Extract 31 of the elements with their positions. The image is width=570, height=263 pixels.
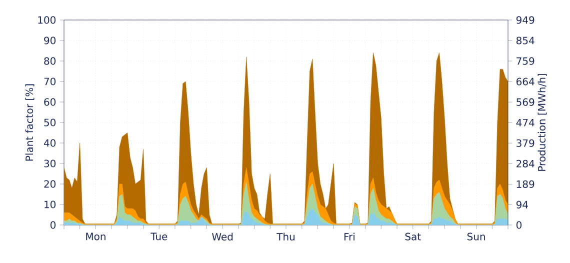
- y2-axis-title: Production [MWh/h]: [538, 74, 547, 171]
- x-tick-label: Fri: [344, 232, 354, 240]
- y-axis-title: Plant factor [%]: [25, 84, 34, 161]
- x-tick-label: Sun: [467, 232, 485, 240]
- y-tick-label: 50: [44, 118, 56, 126]
- y-tick-label: 80: [44, 57, 56, 65]
- y2-tick-label: 569: [516, 98, 534, 106]
- x-tick-label: Tue: [150, 232, 168, 240]
- y2-tick-label: 0: [516, 221, 522, 229]
- y2-tick-label: 664: [516, 78, 534, 86]
- y-tick-label: 90: [44, 36, 56, 44]
- y-tick-label: 100: [38, 16, 56, 24]
- y-tick-label: 30: [44, 160, 56, 168]
- y-tick-label: 70: [44, 78, 56, 86]
- y2-tick-label: 759: [516, 57, 534, 65]
- y2-tick-label: 94: [516, 200, 528, 208]
- x-tick-label: Thu: [276, 232, 294, 241]
- y-tick-label: 60: [44, 98, 56, 106]
- y2-tick-label: 284: [516, 160, 534, 168]
- x-tick-label: Mon: [86, 232, 106, 240]
- y2-tick-label: 189: [516, 180, 534, 188]
- y2-tick-label: 854: [516, 36, 534, 44]
- y-tick-label: 0: [50, 221, 56, 229]
- y-tick-label: 40: [44, 139, 56, 147]
- y-tick-label: 20: [44, 180, 56, 188]
- x-tick-label: Wed: [212, 232, 233, 241]
- y2-tick-label: 379: [516, 139, 534, 147]
- x-tick-label: Sat: [405, 232, 421, 240]
- y2-tick-label: 474: [516, 118, 534, 126]
- y-tick-label: 10: [44, 200, 56, 208]
- y2-tick-label: 949: [516, 16, 534, 24]
